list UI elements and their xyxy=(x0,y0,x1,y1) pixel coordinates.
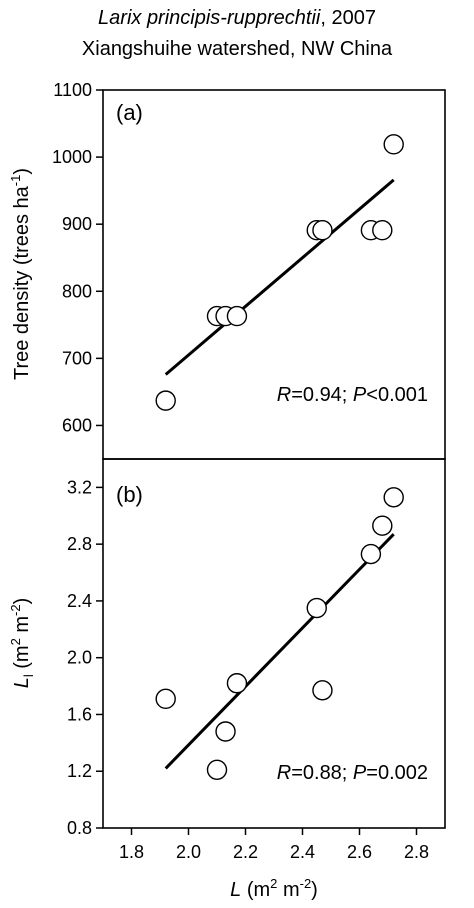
panel-b-data-point xyxy=(206,759,228,781)
panel-b-data-point xyxy=(306,597,327,619)
x-tick-label: 2.2 xyxy=(233,842,258,862)
panel-a-data-point xyxy=(312,220,333,241)
panel-b-data-point xyxy=(312,680,333,701)
panel-b-y-tick-label: 0.8 xyxy=(67,818,92,838)
panel-b-data-point xyxy=(360,543,382,565)
panel-b-stats: R=0.88; P=0.002 xyxy=(277,762,428,784)
panel-a-y-tick-label: 700 xyxy=(62,348,92,368)
panel-a-ylabel: Tree density (trees ha-1) xyxy=(8,168,33,380)
panel-a-label: (a) xyxy=(116,100,143,125)
panel-b-y-tick-label: 1.2 xyxy=(67,761,92,781)
panel-a-data-point xyxy=(383,134,404,155)
panel-a-data-point xyxy=(155,390,176,411)
panel-a-y-tick-label: 800 xyxy=(62,281,92,301)
chart-title-year: , 2007 xyxy=(320,7,376,29)
panel-b-y-tick-label: 2.0 xyxy=(67,648,92,668)
panel-a-data-point xyxy=(226,305,248,327)
panel-b-ylabel: Ll (m2 m-2) xyxy=(8,598,36,689)
panel-b-y-tick-label: 1.6 xyxy=(67,704,92,724)
panel-a-y-tick-label: 900 xyxy=(62,214,92,234)
panel-b-data-point xyxy=(215,721,236,742)
panel-b-y-tick-label: 2.4 xyxy=(67,591,92,611)
panel-a-y-tick-label: 1100 xyxy=(53,80,92,100)
panel-b-data-point xyxy=(226,673,248,694)
x-tick-label: 2.4 xyxy=(290,842,315,862)
panel-a-stats: R=0.94; P<0.001 xyxy=(277,384,428,406)
x-tick-label: 2.6 xyxy=(347,842,372,862)
x-tick-label: 2.0 xyxy=(176,842,201,862)
panel-b-data-point xyxy=(383,487,404,508)
panel-b-data-point xyxy=(372,515,393,536)
panel-b-label: (b) xyxy=(116,482,143,507)
panel-b-frame xyxy=(102,458,446,829)
chart-title: Larix principis-rupprechtii, 2007 xyxy=(98,7,376,29)
plot-layer: 600 700 800 900 1000 1100 0.8 1.2 1.6 2.0 2.4 2.8 3.… xyxy=(52,80,429,862)
panel-b-y-tick-label: 3.2 xyxy=(67,477,92,497)
panel-b-data-point xyxy=(155,688,176,710)
x-tick-label: 2.8 xyxy=(404,842,429,862)
x-tick-label: 1.8 xyxy=(119,842,144,862)
panel-a-y-tick-label: 1000 xyxy=(52,147,92,167)
x-axis-label: L (m2 m-2) xyxy=(230,876,318,901)
chart-subtitle: Xiangshuihe watershed, NW China xyxy=(82,38,393,60)
panel-a-data-point xyxy=(372,220,393,241)
chart-title-species: Larix principis-rupprechtii xyxy=(98,7,321,29)
panel-b-y-tick-label: 2.8 xyxy=(67,534,92,554)
panel-b-fit-line xyxy=(164,533,395,770)
panel-a-y-tick-label: 600 xyxy=(62,415,92,435)
panel-a-fit-line xyxy=(164,178,395,376)
